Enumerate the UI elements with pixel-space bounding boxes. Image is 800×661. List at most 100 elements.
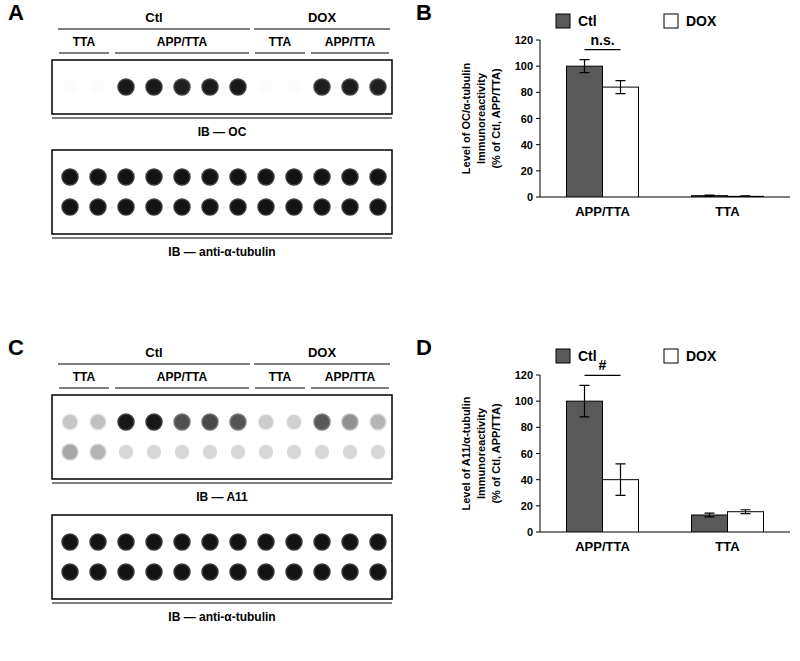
blot-dot	[118, 169, 134, 185]
blot-dot	[90, 444, 106, 460]
blot-dot	[230, 199, 246, 215]
y-axis-label: Level of OC/α-tubulin	[460, 63, 472, 175]
blot-dot	[90, 169, 106, 185]
group-line	[58, 28, 250, 29]
blot-dot	[202, 169, 218, 185]
y-tick	[536, 40, 540, 41]
subgroup-line	[255, 387, 305, 388]
blot-dot	[314, 169, 330, 185]
legend-label: Ctl	[578, 348, 597, 364]
blot-dot	[286, 169, 302, 185]
membrane-underline	[52, 118, 392, 119]
y-tick	[536, 375, 540, 376]
blot-dot	[90, 199, 106, 215]
blot-dot	[146, 564, 162, 580]
group-line	[254, 363, 390, 364]
blot-dot	[286, 444, 302, 460]
membrane-frame	[52, 515, 392, 599]
y-tick	[536, 479, 540, 480]
error-bar	[616, 464, 626, 495]
bar	[728, 512, 764, 532]
blot-dot	[118, 444, 134, 460]
blot-dot	[62, 564, 78, 580]
blot-dot	[314, 444, 330, 460]
figure: ACtlDOXTTAAPP/TTATTAAPP/TTAIB — OCIB — a…	[0, 0, 800, 661]
error-bar	[741, 510, 751, 514]
blot-dot	[230, 444, 246, 460]
error-bar	[705, 195, 715, 196]
blot-dot	[90, 79, 106, 95]
y-tick	[536, 532, 540, 533]
subgroup-label: TTA	[73, 370, 96, 384]
x-tick-label: APP/TTA	[575, 204, 630, 219]
membrane-underline	[52, 238, 392, 239]
blot-dot	[258, 169, 274, 185]
blot-dot	[286, 79, 302, 95]
blot-dot	[90, 534, 106, 550]
blot-dot	[90, 414, 106, 430]
group-line	[254, 28, 390, 29]
blot-dot	[258, 564, 274, 580]
blot-dot	[370, 444, 386, 460]
blot-dot	[146, 444, 162, 460]
y-tick-label: 80	[521, 421, 533, 433]
blot-dot	[258, 79, 274, 95]
blot-dot	[370, 79, 386, 95]
bar	[567, 401, 603, 532]
bar	[603, 87, 639, 197]
y-axis-label: Immunoreactivity	[475, 407, 487, 499]
blot-dot	[62, 169, 78, 185]
blot-dot	[202, 444, 218, 460]
error-bar	[580, 60, 590, 73]
y-tick	[536, 197, 540, 198]
blot-dot	[370, 199, 386, 215]
blot-dot	[286, 414, 302, 430]
subgroup-line	[311, 52, 389, 53]
legend-swatch	[556, 349, 570, 363]
legend-swatch	[664, 349, 678, 363]
y-tick	[536, 92, 540, 93]
membrane-frame	[52, 60, 392, 114]
blot-dot	[370, 414, 386, 430]
y-tick-label: 20	[521, 500, 533, 512]
plot-area	[567, 385, 764, 532]
blot-dot	[62, 199, 78, 215]
subgroup-line	[115, 387, 249, 388]
y-tick	[536, 118, 540, 119]
blot-dot	[258, 199, 274, 215]
panel-label: B	[416, 0, 432, 25]
y-axis-label: (% of Ctl, APP/TTA)	[490, 68, 502, 169]
blot-dot	[314, 534, 330, 550]
subgroup-label: TTA	[269, 35, 292, 49]
membrane-underline	[52, 483, 392, 484]
group-label: DOX	[308, 10, 337, 25]
blot-dot	[62, 414, 78, 430]
y-tick-label: 100	[515, 395, 533, 407]
blot-dot	[314, 199, 330, 215]
blot-dot	[258, 444, 274, 460]
y-tick	[536, 144, 540, 145]
blot-dot	[146, 414, 162, 430]
legend-label: DOX	[686, 13, 717, 29]
subgroup-label: TTA	[269, 370, 292, 384]
blot-dot	[342, 199, 358, 215]
blot-dot	[342, 564, 358, 580]
bar	[728, 196, 764, 197]
y-tick	[536, 170, 540, 171]
group-line	[58, 363, 250, 364]
panel-label: A	[8, 0, 24, 25]
group-label: DOX	[308, 345, 337, 360]
x-tick-label: TTA	[715, 204, 740, 219]
annotation-line	[585, 375, 621, 376]
blot-dot	[258, 414, 274, 430]
y-tick-label: 40	[521, 139, 533, 151]
y-tick-label: 60	[521, 113, 533, 125]
blot-dot	[146, 169, 162, 185]
annotation-line	[585, 49, 621, 50]
blot-dot	[118, 414, 134, 430]
blot-dot	[90, 564, 106, 580]
blot-dot	[370, 564, 386, 580]
y-tick-label: 0	[527, 526, 533, 538]
blot-dot	[118, 199, 134, 215]
blot-dot	[146, 199, 162, 215]
